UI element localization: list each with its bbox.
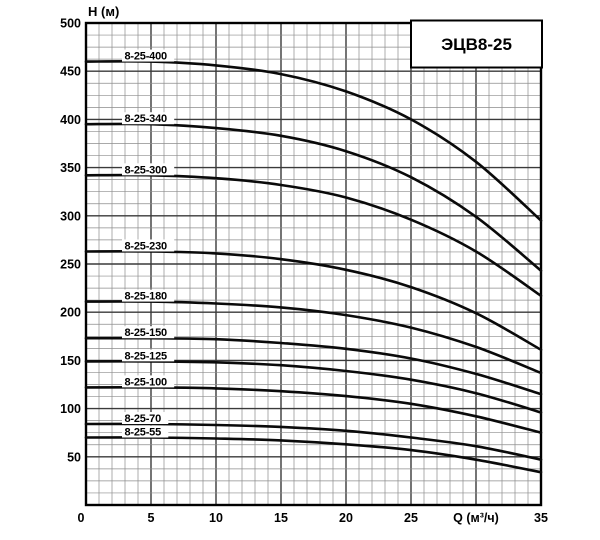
curve-label-mask [122,112,175,125]
curve-label-8-25-180: 8-25-180 [125,291,168,303]
curve-label-8-25-400: 8-25-400 [125,51,168,63]
x-tick-label: 10 [209,511,223,525]
curve-label-mask [122,412,169,425]
curve-label-8-25-340: 8-25-340 [125,113,168,125]
curve-8-25-70 [84,422,543,461]
curve-label-8-25-125: 8-25-125 [125,350,168,362]
y-tick-label: 250 [60,258,81,272]
curve-label-8-25-230: 8-25-230 [125,240,168,252]
x-tick-label: 0 [78,511,85,525]
curve-8-25-400 [84,59,543,222]
curve-label-mask [122,326,175,339]
curve-label-mask [122,425,169,438]
x-tick-label: 15 [274,511,288,525]
axis-tick-labels: 0 5 10 15 20 25 35 50 100 150 200 250 300 350 400 450 50… [60,17,548,526]
x-tick-label: 20 [339,511,353,525]
curve-label-8-25-70: 8-25-70 [125,413,162,425]
curve-8-25-100 [84,386,543,434]
curve-label-mask [122,49,175,62]
title-box-frame [410,19,543,69]
curve-8-25-180 [84,300,543,375]
y-tick-label: 200 [60,306,81,320]
curve-8-25-340 [84,122,543,272]
curve-label-8-25-150: 8-25-150 [125,327,168,339]
curve-8-25-300 [84,173,543,298]
y-tick-label: 450 [60,65,81,79]
pump-curves [84,59,543,474]
curve-8-25-55 [84,436,543,474]
y-axis-title: H (м) [88,4,119,19]
chart-title-box: ЭЦВ8-25 [410,19,543,69]
y-tick-label: 500 [60,17,81,31]
curve-label-mask [122,349,175,362]
curve-labels: 8-25-400 8-25-340 8-25-300 8-25-230 8-25-180… [122,49,175,439]
curve-label-8-25-300: 8-25-300 [125,164,168,176]
curve-label-mask [122,239,175,252]
x-tick-label: 5 [148,511,155,525]
curve-label-mask [122,163,175,176]
x-tick-label: 25 [404,511,418,525]
curve-label-mask [122,375,175,388]
x-tick-label: 35 [534,511,548,525]
y-tick-label: 400 [60,113,81,127]
grid [84,21,543,507]
curve-8-25-150 [84,336,543,396]
y-tick-label: 150 [60,354,81,368]
y-tick-label: 50 [67,450,81,464]
y-tick-label: 100 [60,402,81,416]
y-tick-label: 300 [60,209,81,223]
curve-8-25-230 [84,250,543,352]
x-axis-title: Q (м³/ч) [453,511,499,525]
curve-8-25-125 [84,360,543,414]
plot-border [84,21,543,507]
y-tick-label: 350 [60,161,81,175]
curve-label-mask [122,289,175,302]
curve-label-8-25-100: 8-25-100 [125,376,168,388]
chart-title: ЭЦВ8-25 [441,35,512,54]
curve-label-8-25-55: 8-25-55 [125,427,162,439]
